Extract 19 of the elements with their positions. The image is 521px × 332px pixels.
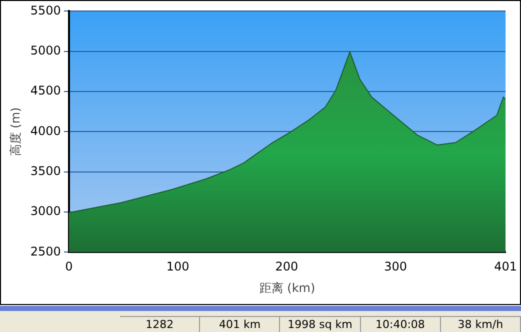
text: 401 km xyxy=(200,317,280,332)
text: 1282 xyxy=(120,317,200,332)
y-tick-label: 3500 xyxy=(30,164,61,178)
y-tick-label: 5500 xyxy=(30,3,61,18)
text: 38 km/h xyxy=(440,317,521,332)
y-tick-label: 3000 xyxy=(30,204,61,218)
text: 10:40:08 xyxy=(360,317,441,332)
text: 1998 sq km xyxy=(280,317,361,332)
y-tick-label: 4500 xyxy=(30,84,61,98)
x-tick-label: 100 xyxy=(166,260,190,274)
x-tick-label: 300 xyxy=(384,260,408,274)
y-tick-label: 5000 xyxy=(30,43,61,58)
x-tick-label: 401 xyxy=(494,260,517,274)
x-tick-label: 200 xyxy=(275,260,298,274)
y-tick-label: 4000 xyxy=(30,124,61,138)
x-tick-label: 0 xyxy=(65,260,73,274)
x-axis-title: 距离 (km) xyxy=(259,280,316,295)
y-tick-label: 2500 xyxy=(30,244,61,258)
y-axis-title: 高度 (m) xyxy=(8,107,22,156)
